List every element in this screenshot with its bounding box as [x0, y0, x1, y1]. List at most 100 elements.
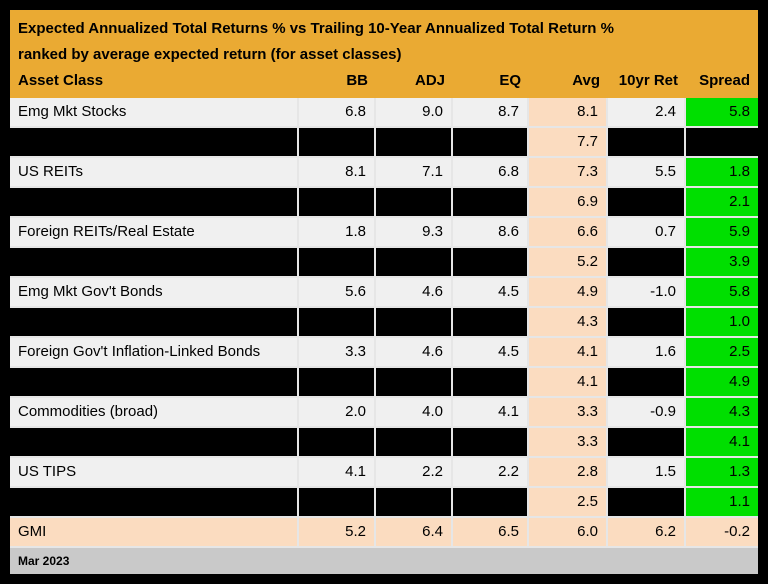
cell-avg: 3.3	[529, 428, 608, 458]
cell-eq: 6.5	[453, 518, 529, 548]
column-header-asset-class: Asset Class	[18, 72, 104, 89]
footer: Mar 2023	[10, 548, 758, 574]
table-row: 4.1 4.9	[10, 368, 758, 398]
cell-bb: 3.3	[299, 338, 376, 368]
cell-eq: 2.2	[453, 458, 529, 488]
column-header-10yr-ret: 10yr Ret	[618, 72, 678, 89]
cell-adj: 4.6	[376, 338, 453, 368]
cell-eq: 8.6	[453, 218, 529, 248]
cell-10yr-ret	[608, 188, 686, 218]
cell-asset	[10, 488, 299, 518]
cell-asset	[10, 368, 299, 398]
cell-asset: Commodities (broad)	[10, 398, 299, 428]
cell-adj: 9.0	[376, 98, 453, 128]
cell-bb	[299, 248, 376, 278]
cell-10yr-ret: 1.6	[608, 338, 686, 368]
cell-spread: -0.2	[686, 518, 758, 548]
cell-bb: 2.0	[299, 398, 376, 428]
cell-adj: 6.4	[376, 518, 453, 548]
date-label: Mar 2023	[18, 554, 70, 568]
cell-eq: 4.1	[453, 398, 529, 428]
header: Expected Annualized Total Returns % vs T…	[10, 10, 758, 98]
cell-adj	[376, 128, 453, 158]
table-row: 7.7	[10, 128, 758, 158]
table-row: Commodities (broad) 2.0 4.0 4.1 3.3 -0.9 4.3	[10, 398, 758, 428]
cell-10yr-ret: 6.2	[608, 518, 686, 548]
table-row: Foreign Gov't Inflation-Linked Bonds 3.3 4…	[10, 338, 758, 368]
cell-avg: 2.5	[529, 488, 608, 518]
cell-avg: 4.1	[529, 338, 608, 368]
table-row: 2.5 1.1	[10, 488, 758, 518]
column-header-adj: ADJ	[414, 72, 445, 89]
cell-asset	[10, 308, 299, 338]
title-line-1: Expected Annualized Total Returns % vs T…	[18, 20, 614, 37]
cell-spread: 4.1	[686, 428, 758, 458]
cell-avg: 7.3	[529, 158, 608, 188]
cell-adj	[376, 248, 453, 278]
cell-adj	[376, 188, 453, 218]
cell-bb	[299, 488, 376, 518]
table-row: 6.9 2.1	[10, 188, 758, 218]
cell-spread: 1.1	[686, 488, 758, 518]
cell-10yr-ret: 2.4	[608, 98, 686, 128]
cell-bb: 5.6	[299, 278, 376, 308]
cell-10yr-ret: -0.9	[608, 398, 686, 428]
cell-eq: 4.5	[453, 278, 529, 308]
cell-adj	[376, 308, 453, 338]
cell-bb	[299, 368, 376, 398]
cell-spread	[686, 128, 758, 158]
column-header-bb: BB	[346, 72, 368, 89]
cell-adj: 4.6	[376, 278, 453, 308]
cell-avg: 4.1	[529, 368, 608, 398]
cell-adj: 4.0	[376, 398, 453, 428]
cell-eq	[453, 368, 529, 398]
table-row: 3.3 4.1	[10, 428, 758, 458]
cell-asset: GMI	[10, 518, 299, 548]
cell-bb: 1.8	[299, 218, 376, 248]
cell-10yr-ret	[608, 308, 686, 338]
table-figure-content: Expected Annualized Total Returns % vs T…	[10, 10, 758, 574]
cell-adj	[376, 368, 453, 398]
cell-spread: 4.3	[686, 398, 758, 428]
column-header-spread: Spread	[699, 72, 750, 89]
cell-bb: 5.2	[299, 518, 376, 548]
column-header-eq: EQ	[499, 72, 521, 89]
cell-eq: 8.7	[453, 98, 529, 128]
cell-eq	[453, 248, 529, 278]
table-row: Emg Mkt Gov't Bonds 5.6 4.6 4.5 4.9 -1.0 5.8	[10, 278, 758, 308]
cell-asset	[10, 248, 299, 278]
cell-spread: 1.0	[686, 308, 758, 338]
cell-avg: 7.7	[529, 128, 608, 158]
cell-10yr-ret: 0.7	[608, 218, 686, 248]
table-row: 4.3 1.0	[10, 308, 758, 338]
cell-avg: 3.3	[529, 398, 608, 428]
table-row: 5.2 3.9	[10, 248, 758, 278]
cell-asset: Emg Mkt Gov't Bonds	[10, 278, 299, 308]
cell-10yr-ret: 1.5	[608, 458, 686, 488]
cell-10yr-ret	[608, 428, 686, 458]
cell-adj: 9.3	[376, 218, 453, 248]
cell-adj: 2.2	[376, 458, 453, 488]
cell-avg: 6.0	[529, 518, 608, 548]
title-line-2: ranked by average expected return (for a…	[18, 46, 402, 63]
cell-bb: 6.8	[299, 98, 376, 128]
cell-eq	[453, 128, 529, 158]
cell-asset	[10, 428, 299, 458]
cell-eq	[453, 428, 529, 458]
cell-bb	[299, 188, 376, 218]
data-table: Emg Mkt Stocks 6.8 9.0 8.7 8.1 2.4 5.8 7.7 US RE…	[10, 98, 758, 548]
cell-bb	[299, 308, 376, 338]
cell-avg: 4.3	[529, 308, 608, 338]
cell-eq	[453, 488, 529, 518]
cell-asset: US TIPS	[10, 458, 299, 488]
cell-avg: 5.2	[529, 248, 608, 278]
cell-asset	[10, 128, 299, 158]
cell-spread: 5.9	[686, 218, 758, 248]
cell-spread: 1.3	[686, 458, 758, 488]
cell-asset: Foreign Gov't Inflation-Linked Bonds	[10, 338, 299, 368]
cell-eq: 4.5	[453, 338, 529, 368]
column-header-avg: Avg	[572, 72, 600, 89]
cell-bb	[299, 128, 376, 158]
cell-avg: 6.9	[529, 188, 608, 218]
